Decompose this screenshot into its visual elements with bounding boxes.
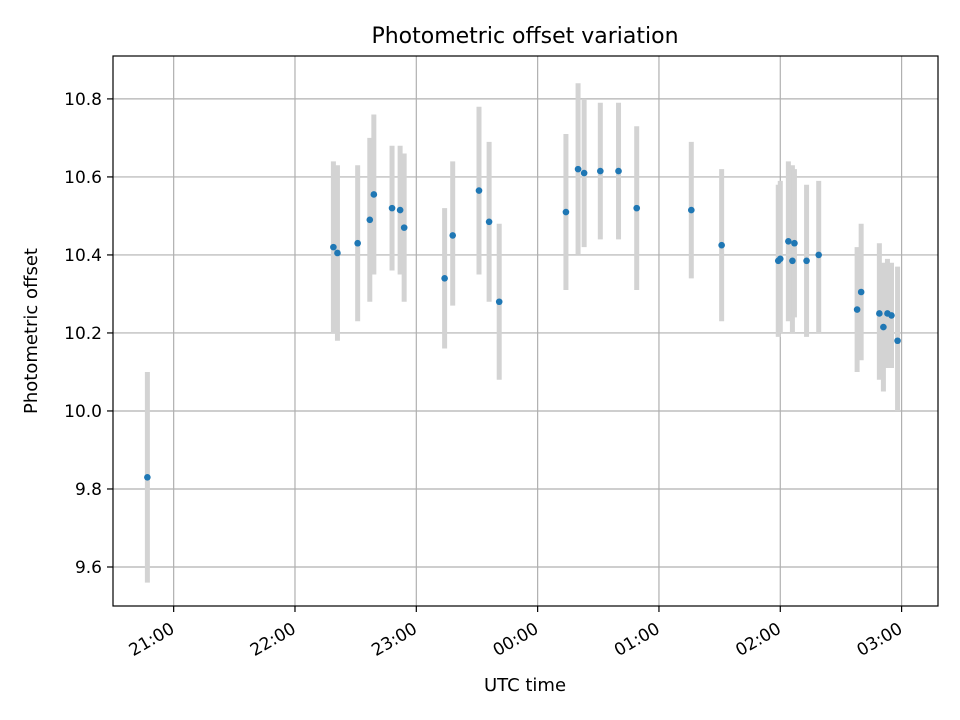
chart-title: Photometric offset variation [371, 24, 678, 49]
grid-layer [113, 56, 938, 606]
x-tick-label: 22:00 [247, 619, 299, 661]
data-point [574, 165, 582, 173]
x-axis-label: UTC time [484, 675, 566, 696]
data-point [354, 239, 361, 247]
data-point [853, 306, 861, 313]
data-point [144, 473, 151, 481]
data-point [330, 243, 337, 251]
data-point [475, 187, 483, 194]
x-tick-label: 01:00 [611, 619, 663, 661]
data-point [776, 255, 784, 263]
data-point [400, 224, 408, 231]
data-point [370, 191, 378, 198]
data-point [785, 237, 792, 245]
data-point [688, 206, 695, 214]
data-point [562, 208, 570, 216]
data-point [876, 310, 883, 317]
x-tick-label: 23:00 [368, 619, 420, 661]
data-point [789, 257, 796, 265]
data-point [388, 204, 396, 212]
data-point [633, 204, 641, 212]
data-point [495, 298, 503, 306]
data-point [597, 167, 604, 175]
data-point [615, 167, 622, 175]
data-point [857, 288, 865, 296]
y-tick-label: 9.8 [75, 480, 102, 500]
data-point [718, 241, 725, 249]
data-point [441, 275, 448, 282]
data-point [580, 169, 588, 177]
data-point [366, 216, 374, 224]
data-point [449, 232, 457, 239]
x-tick-label: 03:00 [854, 619, 906, 661]
data-point [791, 239, 798, 247]
data-point [880, 323, 887, 331]
x-tick-label: 02:00 [732, 619, 784, 661]
data-point [815, 251, 822, 259]
x-tick-label: 21:00 [126, 619, 178, 661]
plot-frame [112, 55, 939, 607]
x-tick-label: 00:00 [490, 619, 542, 661]
y-tick-label: 10.2 [64, 324, 102, 344]
y-tick-label: 10.8 [64, 90, 102, 110]
data-point [803, 257, 810, 265]
data-point [485, 218, 493, 226]
data-point [888, 312, 895, 319]
y-tick-label: 10.0 [64, 402, 102, 422]
y-tick-label: 10.6 [64, 168, 102, 188]
y-tick-label: 9.6 [75, 558, 102, 578]
data-point [894, 337, 901, 345]
data-point [334, 249, 341, 257]
y-axis-label: Photometric offset [21, 248, 42, 414]
point-layer [144, 165, 901, 481]
y-tick-label: 10.4 [64, 246, 102, 266]
data-point [396, 206, 404, 214]
